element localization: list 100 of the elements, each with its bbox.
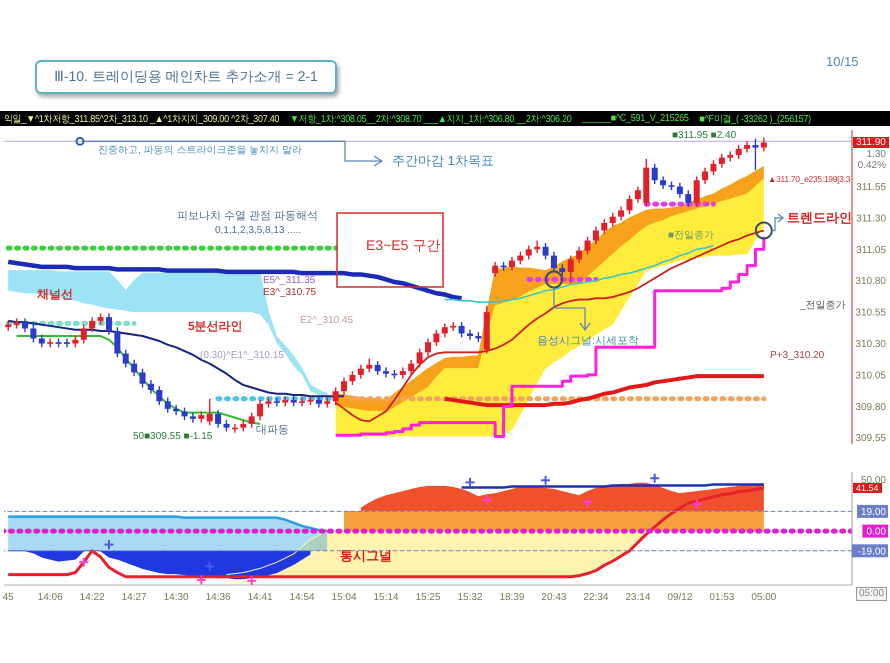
candlestick: [736, 144, 742, 160]
candlestick: [290, 396, 297, 408]
candlestick: [173, 404, 180, 416]
candlestick: [358, 364, 364, 380]
candlestick: [744, 140, 750, 154]
candlestick: [332, 386, 339, 406]
candlestick: [685, 190, 692, 208]
candlestick: [517, 251, 524, 266]
x-tick-label: 14:36: [206, 592, 232, 604]
annotation: 311.90: [853, 137, 889, 148]
annotation: ▲311.70_e235:199[3.3: [768, 174, 850, 184]
candlestick: [240, 419, 246, 432]
candlestick: [248, 412, 255, 428]
annotation: _전일종가: [800, 300, 846, 312]
x-tick-label: 15:04: [332, 592, 357, 604]
line-series: [6, 515, 328, 532]
annotation: E2^_310.45: [300, 315, 354, 327]
x-tick-label: 18:39: [499, 592, 525, 604]
candlestick: [47, 338, 54, 348]
x-tick-label: 14:27: [122, 592, 148, 604]
candlestick: [38, 334, 45, 348]
y-tick-label: 310.80: [855, 276, 886, 288]
candlestick: [652, 163, 658, 185]
x-tick-label: 14:54: [290, 592, 316, 604]
annotation: E3~E5 구간: [366, 236, 440, 254]
line-series: [444, 244, 714, 303]
candlestick: [22, 318, 28, 333]
candlestick: [383, 366, 390, 378]
candlestick: [106, 312, 112, 336]
annotation: 통시그널: [340, 548, 392, 564]
candlestick: [702, 166, 708, 185]
annotation: 트렌드라인: [787, 210, 852, 226]
annotation: 41.54: [853, 483, 882, 494]
candlestick: [676, 182, 683, 199]
text: ______■^C_591_V_215265: [582, 113, 689, 124]
candlestick: [374, 360, 381, 376]
annotation: 주간마감 1차목표: [392, 153, 494, 169]
text: 0.42%: [858, 160, 886, 172]
candlestick: [592, 226, 599, 245]
candlestick: [299, 396, 306, 408]
x-tick-label: 45: [2, 592, 14, 604]
x-tick-label: 20:43: [541, 592, 567, 604]
y-tick-label: 309.55: [855, 433, 886, 444]
x-tick-label: 05:00: [751, 592, 777, 604]
candlestick: [80, 324, 87, 344]
y-tick-label: 311.30: [856, 213, 886, 224]
line-series: [442, 374, 766, 408]
y-tick-label: -19.00: [858, 546, 886, 558]
annotation: ■311.95 ■2.40: [672, 130, 736, 142]
y-tick-label: 310.55: [855, 308, 886, 319]
candlestick: [718, 153, 725, 168]
candlestick: [618, 206, 624, 222]
candlestick: [190, 412, 196, 424]
candlestick: [206, 398, 213, 426]
candlestick: [265, 396, 272, 408]
candlestick: [72, 335, 78, 348]
candlestick: [148, 379, 154, 394]
candlestick: [660, 176, 666, 190]
annotation: 채널선: [37, 287, 73, 301]
candlestick: [475, 332, 482, 343]
candlestick: [568, 254, 574, 284]
text: ■^F미결_( -33262 )_(256157): [699, 112, 811, 126]
y-tick-label: 0.00: [866, 526, 886, 538]
candlestick: [466, 329, 473, 340]
candlestick: [694, 176, 700, 208]
y-tick-label: 310.05: [855, 370, 886, 382]
y-tick-label: 309.80: [855, 402, 886, 413]
candlestick: [542, 242, 549, 260]
candlestick: [56, 338, 62, 348]
annotation: 대파동: [256, 424, 289, 436]
candlestick: [450, 321, 456, 332]
x-tick-label: 01:53: [709, 592, 735, 604]
x-tick-label: 09/12: [667, 592, 693, 604]
candlestick: [164, 396, 171, 414]
candlestick: [534, 240, 540, 254]
x-tick-label: 14:22: [80, 592, 106, 604]
candlestick: [526, 244, 532, 260]
annotation: 5분선라인: [188, 319, 243, 333]
candlestick: [433, 329, 440, 347]
annotation: ■전일종가: [668, 230, 714, 242]
annotation: 피보나치 수열 관점 파동해석: [177, 210, 318, 222]
candlestick: [400, 366, 406, 380]
candlestick: [634, 186, 641, 204]
text: 10/15: [826, 54, 859, 70]
x-tick-label: 15:14: [374, 592, 399, 604]
candlestick: [89, 316, 96, 333]
x-tick-label: 14:41: [248, 592, 274, 604]
x-tick-label: 22:34: [583, 592, 609, 604]
chart-title: Ⅲ-10. 트레이딩용 메인차트 추가소개 = 2-1: [54, 68, 318, 86]
candlestick: [710, 159, 716, 176]
text: 익일_▼^1차저항_311.85^2차_313.10 _▲^1차지지_309.00 ^2차_307.40: [4, 112, 280, 126]
candlestick: [584, 236, 591, 256]
x-tick-label: 23:14: [625, 592, 651, 604]
y-tick-label: 19.00: [860, 506, 886, 518]
candlestick: [550, 251, 557, 273]
annotation: 0,1,1,2,3,5,8,13 .....: [215, 225, 302, 237]
candlestick: [316, 396, 322, 408]
candlestick: [114, 326, 120, 358]
candlestick: [198, 410, 204, 424]
candlestick: [576, 246, 582, 264]
